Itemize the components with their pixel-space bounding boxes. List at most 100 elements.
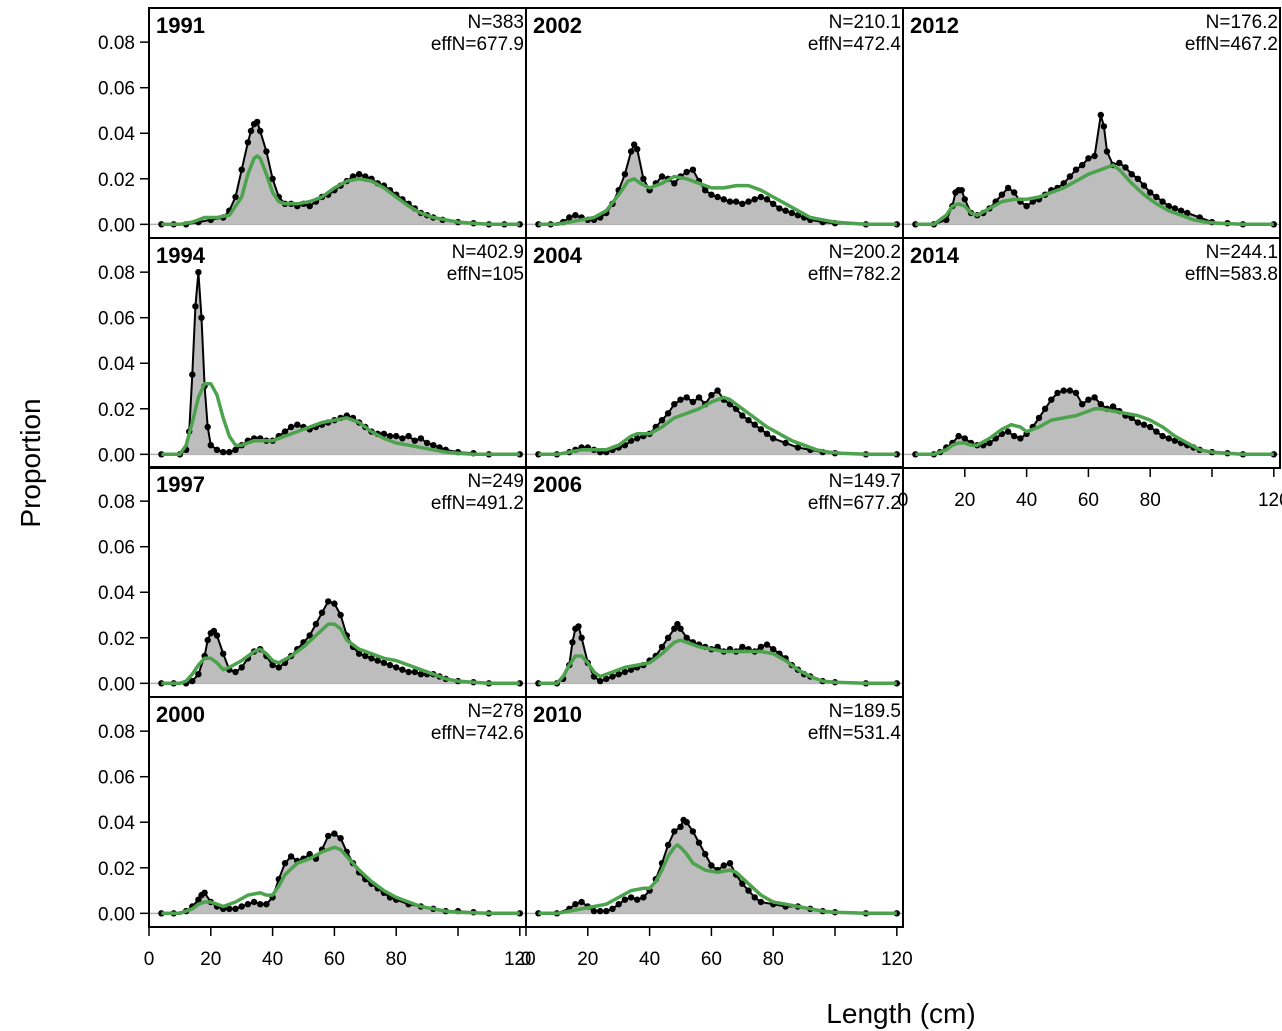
observed-point — [1140, 421, 1148, 428]
observed-point — [232, 905, 239, 912]
observed-point — [615, 901, 622, 908]
x-tick-label: 120 — [1258, 490, 1282, 511]
y-tick-label: 0.08 — [98, 722, 135, 743]
observed-area — [915, 390, 1274, 455]
observed-point — [1171, 437, 1179, 444]
observed-point — [683, 819, 690, 826]
observed-point — [1066, 173, 1074, 180]
observed-point — [621, 171, 629, 178]
observed-point — [1140, 182, 1148, 189]
observed-point — [325, 598, 332, 605]
observed-point — [631, 141, 638, 148]
y-tick-label: 0.04 — [98, 124, 135, 145]
observed-point — [776, 205, 783, 212]
observed-point — [1103, 148, 1111, 155]
observed-point — [250, 898, 258, 906]
observed-point — [213, 632, 221, 639]
expected-line — [538, 843, 897, 916]
observed-point — [664, 841, 672, 849]
x-tick-label: 40 — [639, 949, 660, 970]
panel-year-label: 2002 — [533, 13, 582, 38]
panel-n-label: N=249 — [467, 471, 524, 492]
observed-point — [238, 664, 245, 671]
observed-point — [609, 673, 616, 680]
panel-grid: 1991 N=383effN=677.90.000.020.040.060.081… — [98, 7, 1282, 970]
observed-point — [269, 175, 276, 182]
y-tick-label: 0.08 — [98, 263, 135, 284]
observed-point — [362, 652, 369, 660]
panel-year-label: 2000 — [156, 702, 205, 727]
observed-point — [355, 171, 363, 178]
observed-point — [1011, 432, 1018, 440]
panel-effn-label: effN=491.2 — [431, 493, 524, 514]
y-tick-label: 0.02 — [98, 629, 135, 650]
observed-point — [770, 435, 777, 442]
x-axis-title: Length (cm) — [826, 998, 975, 1029]
observed-point — [1054, 389, 1061, 397]
expected-line — [915, 163, 1274, 227]
observed-point — [566, 214, 573, 221]
y-tick-label: 0.02 — [98, 400, 135, 421]
panel-effn-label: effN=472.4 — [808, 34, 902, 55]
observed-point — [269, 661, 276, 669]
panel-n-label: N=244.1 — [1206, 242, 1278, 263]
expected-line — [161, 154, 520, 227]
y-tick-label: 0.00 — [98, 674, 135, 695]
panel-n-label: N=383 — [467, 12, 524, 33]
observed-point — [374, 657, 381, 664]
panel-year-label: 2004 — [533, 243, 583, 268]
y-tick-label: 0.00 — [98, 904, 135, 925]
observed-point — [1184, 209, 1191, 217]
observed-point — [640, 894, 647, 901]
observed-point — [1041, 405, 1049, 412]
observed-point — [572, 212, 579, 219]
observed-point — [1023, 202, 1030, 210]
observed-point — [763, 641, 771, 648]
observed-point — [195, 269, 202, 276]
observed-point — [411, 668, 418, 676]
expected-line — [538, 638, 897, 686]
panel-year-label: 1997 — [156, 472, 205, 497]
panel-effn-label: effN=105 — [447, 264, 524, 285]
observed-point — [210, 627, 218, 635]
observed-point — [634, 146, 641, 153]
observed-point — [739, 200, 746, 207]
observed-point — [1011, 189, 1018, 196]
observed-point — [1035, 414, 1043, 422]
panel-year-label: 2010 — [533, 702, 582, 727]
observed-point — [1122, 164, 1129, 171]
observed-point — [664, 410, 672, 417]
observed-point — [674, 620, 681, 628]
observed-point — [634, 896, 641, 903]
observed-point — [201, 889, 208, 896]
x-tick-label: 0 — [521, 949, 532, 970]
observed-point — [331, 830, 338, 837]
observed-point — [751, 421, 758, 428]
observed-point — [1004, 428, 1012, 435]
expected-line — [161, 381, 520, 457]
x-tick-label: 40 — [1016, 490, 1037, 511]
panel-effn-label: effN=782.2 — [808, 264, 901, 285]
y-axis-title: Proportion — [15, 398, 46, 527]
observed-point — [306, 202, 313, 210]
observed-point — [1116, 159, 1123, 167]
observed-point — [770, 200, 777, 207]
observed-point — [1134, 419, 1142, 426]
observed-point — [751, 894, 758, 901]
observed-point — [281, 428, 289, 435]
observed-point — [232, 446, 239, 453]
observed-point — [683, 394, 690, 401]
x-tick-label: 120 — [504, 949, 536, 970]
observed-point — [714, 387, 721, 394]
observed-point — [257, 901, 264, 908]
observed-point — [1079, 161, 1086, 169]
panel-effn-label: effN=742.6 — [431, 723, 524, 744]
observed-point — [220, 448, 227, 456]
observed-point — [232, 193, 239, 201]
observed-point — [961, 435, 968, 442]
observed-point — [1048, 396, 1055, 403]
observed-point — [689, 166, 697, 173]
observed-point — [986, 439, 993, 447]
